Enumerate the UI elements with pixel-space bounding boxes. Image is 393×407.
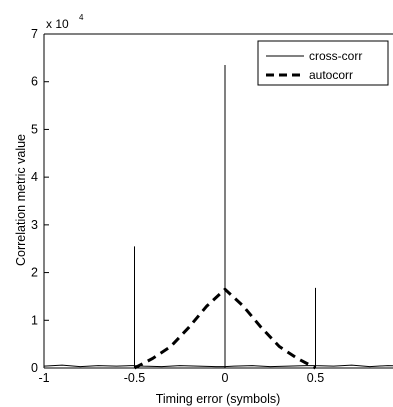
legend-label-autocorr: autocorr bbox=[309, 68, 353, 82]
x-tick-label: 0 bbox=[222, 371, 229, 385]
y-tick-label: 0 bbox=[31, 361, 38, 375]
y-tick-label: 5 bbox=[31, 122, 38, 136]
scale-label: x 10 bbox=[46, 17, 69, 31]
plot-area bbox=[43, 33, 393, 369]
x-tick-label: 0.5 bbox=[307, 371, 324, 385]
x-tick-label: -0.5 bbox=[124, 371, 146, 385]
y-tick-label: 1 bbox=[31, 313, 38, 327]
y-tick-label: 2 bbox=[31, 266, 38, 280]
legend-label-cross-corr: cross-corr bbox=[309, 49, 362, 63]
y-ticks: 0 1 2 3 4 5 6 7 bbox=[31, 27, 49, 375]
y-tick-label: 4 bbox=[31, 170, 38, 184]
scale-exponent: 4 bbox=[79, 13, 84, 22]
legend-box bbox=[257, 40, 389, 86]
legend: cross-corr autocorr bbox=[257, 40, 389, 86]
y-tick-label: 6 bbox=[31, 75, 38, 89]
x-axis-label: Timing error (symbols) bbox=[156, 392, 281, 406]
x-tick-label: -1 bbox=[38, 371, 49, 385]
y-axis-label: Correlation metric value bbox=[14, 134, 28, 266]
axis-scale-label: x 10 4 bbox=[46, 13, 84, 31]
series-line-autocorr bbox=[133, 287, 317, 370]
series-line-cross-corr bbox=[43, 65, 393, 368]
series-layer bbox=[43, 65, 393, 370]
y-tick-label: 7 bbox=[31, 27, 38, 41]
y-tick-label: 3 bbox=[31, 218, 38, 232]
